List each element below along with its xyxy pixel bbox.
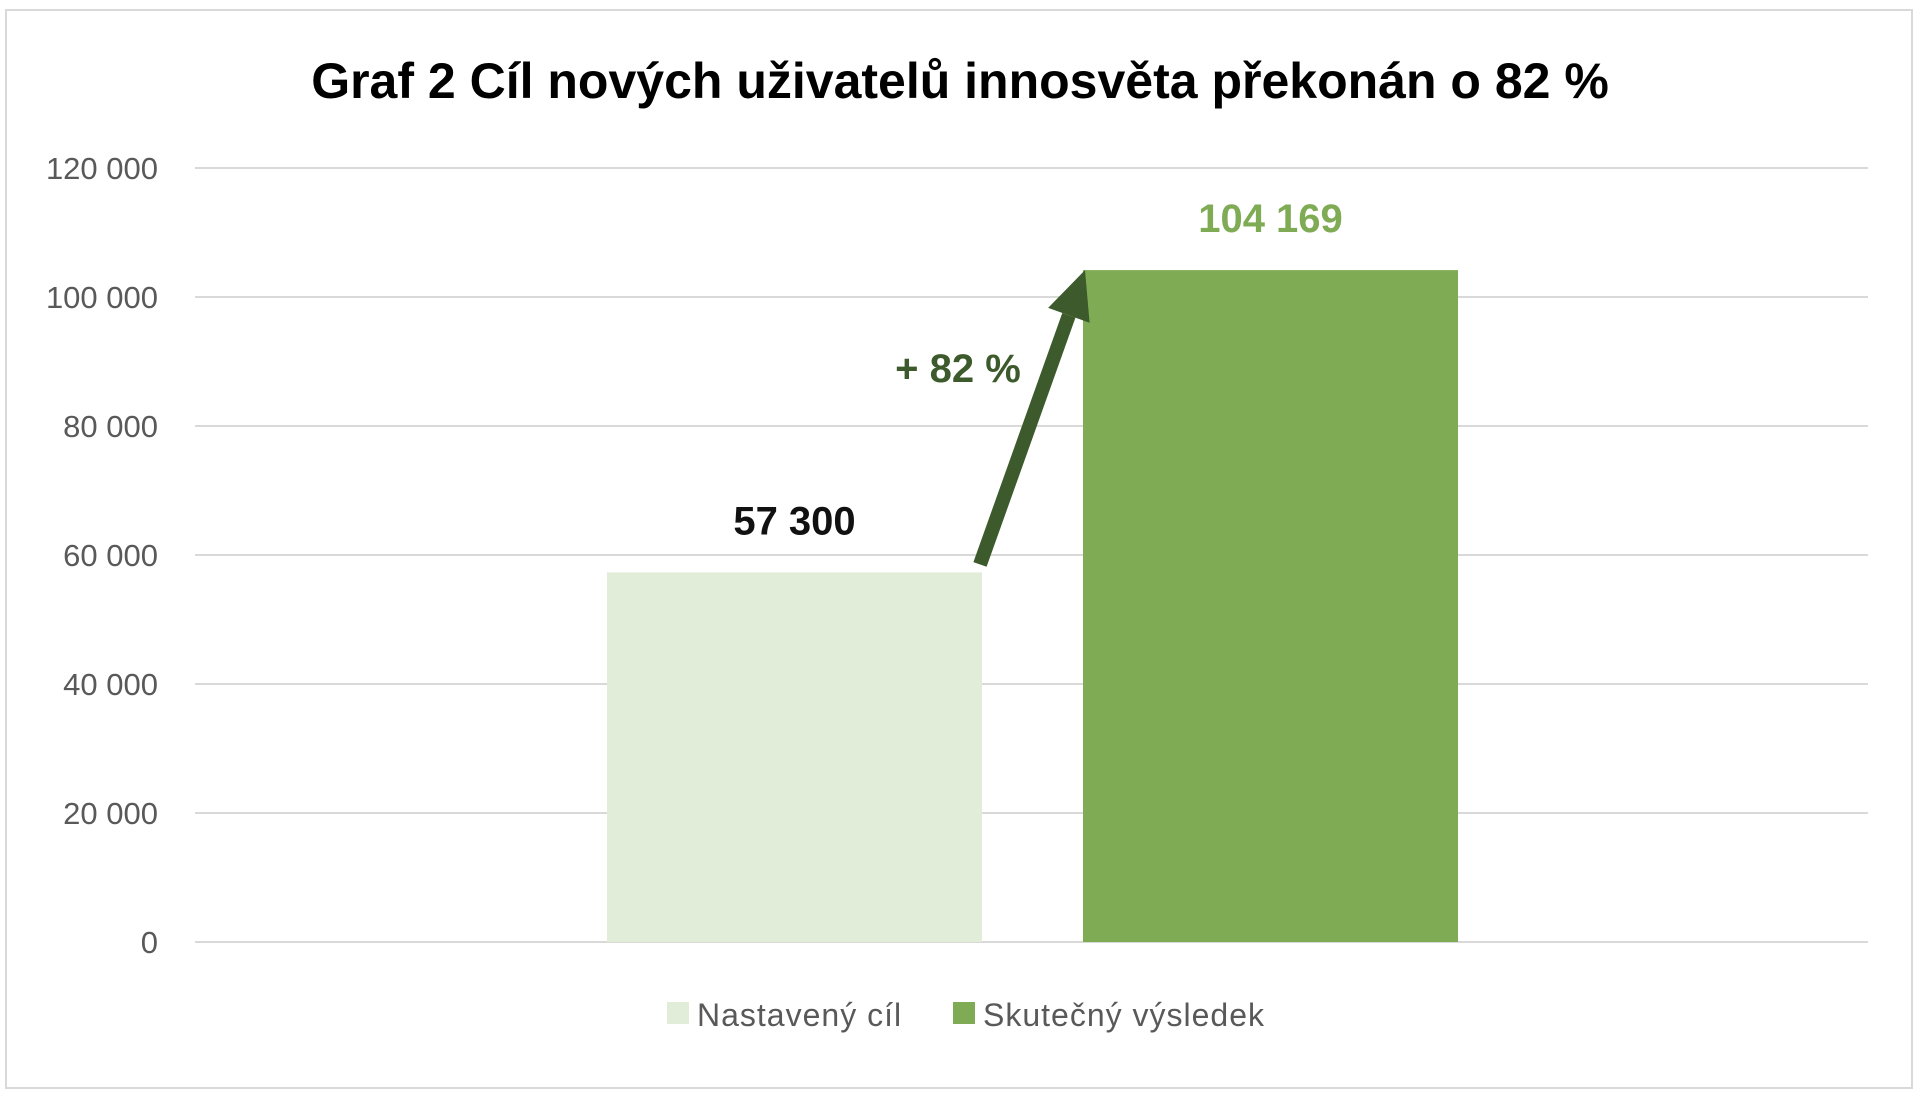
data-label-actual: 104 169 xyxy=(1198,197,1343,241)
y-tick-label: 80 000 xyxy=(63,409,158,444)
y-tick-label: 40 000 xyxy=(63,667,158,702)
y-tick-label: 100 000 xyxy=(46,280,158,315)
y-tick-label: 60 000 xyxy=(63,538,158,573)
data-label-target: 57 300 xyxy=(733,499,855,543)
bar-target xyxy=(607,572,982,942)
bars xyxy=(607,270,1458,942)
legend-label-target: Nastavený cíl xyxy=(697,997,902,1033)
data-labels: 57 300 104 169 xyxy=(733,197,1342,543)
growth-arrow-shaft xyxy=(973,312,1076,567)
growth-arrow-head xyxy=(1048,270,1090,323)
growth-annotation: + 82 % xyxy=(895,270,1090,567)
legend-label-actual: Skutečný výsledek xyxy=(983,997,1265,1033)
y-tick-label: 0 xyxy=(141,925,158,960)
growth-annotation-label: + 82 % xyxy=(895,347,1021,391)
legend-swatch-target xyxy=(667,1002,689,1024)
bar-actual xyxy=(1083,270,1458,942)
y-axis-tick-labels: 0 20 000 40 000 60 000 80 000 100 000 120 000 xyxy=(46,151,158,960)
legend: Nastavený cíl Skutečný výsledek xyxy=(667,997,1265,1033)
chart-title: Graf 2 Cíl nových uživatelů innosvěta př… xyxy=(311,53,1609,109)
y-tick-label: 120 000 xyxy=(46,151,158,186)
legend-swatch-actual xyxy=(953,1002,975,1024)
y-tick-label: 20 000 xyxy=(63,796,158,831)
